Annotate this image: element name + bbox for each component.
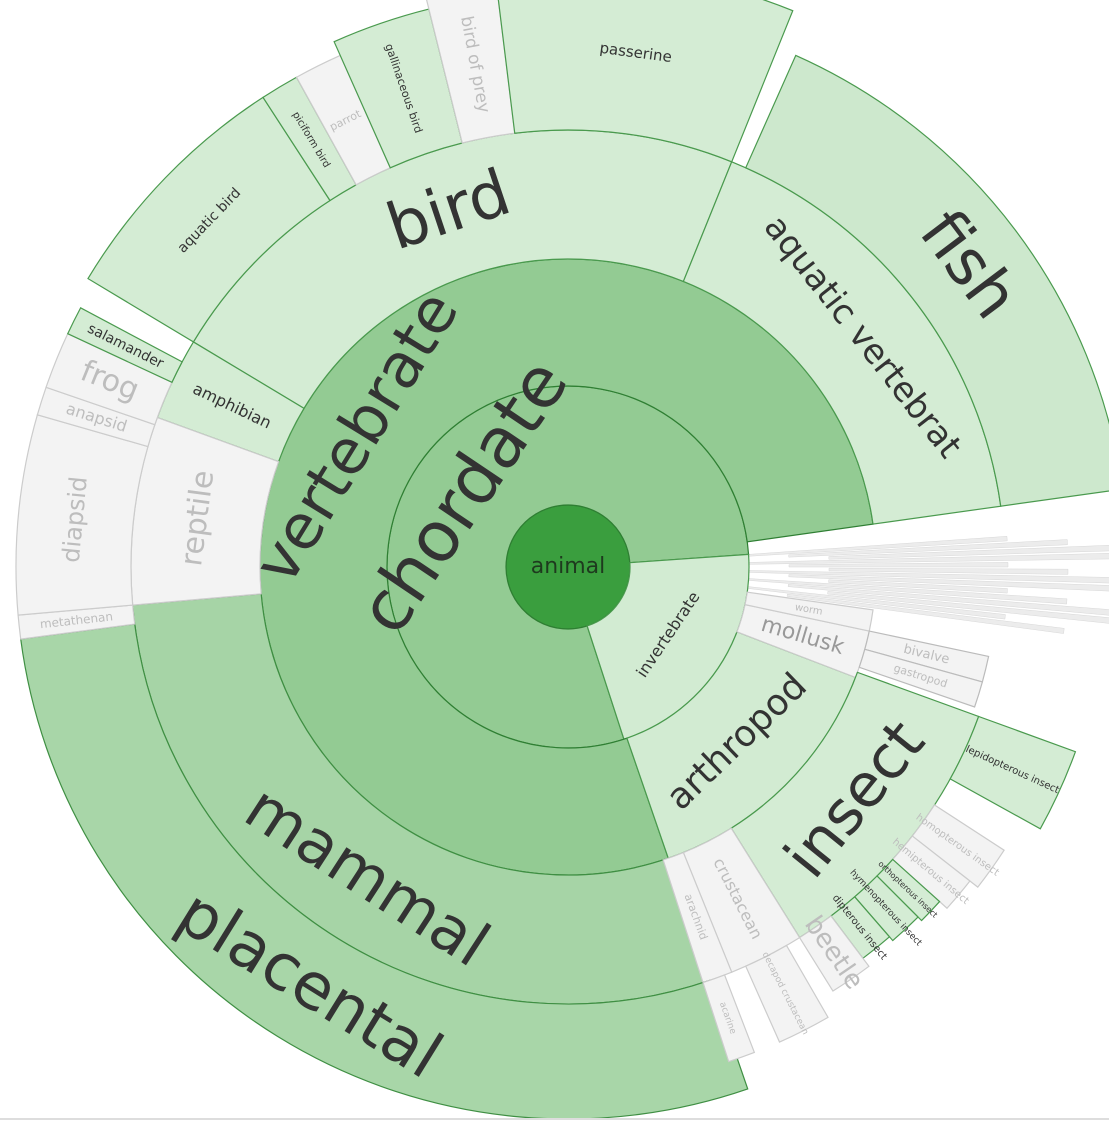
sliver[interactable]	[788, 574, 1109, 595]
node-arc[interactable]	[66, 307, 183, 384]
sliver[interactable]	[788, 539, 1068, 558]
arcs	[15, 0, 1109, 1120]
node-arc[interactable]	[798, 915, 870, 992]
node-label[interactable]: animal	[531, 554, 606, 579]
node-arc[interactable]	[495, 0, 794, 163]
node-arc[interactable]	[702, 974, 756, 1063]
sliver[interactable]	[828, 579, 1008, 594]
node-arc[interactable]	[744, 591, 874, 632]
node-arc[interactable]	[858, 648, 984, 708]
sliver[interactable]	[787, 584, 1109, 616]
sliver[interactable]	[827, 591, 1109, 631]
sliver[interactable]	[828, 567, 1069, 575]
node-label[interactable]: worm	[794, 602, 823, 618]
node-arc[interactable]	[949, 715, 1077, 830]
sliver[interactable]	[828, 545, 1109, 560]
node-arc[interactable]	[744, 944, 829, 1043]
node-arc[interactable]	[20, 623, 749, 1120]
sliver[interactable]	[788, 562, 1009, 568]
sliver[interactable]	[786, 593, 1065, 634]
node-arc[interactable]	[744, 54, 1109, 507]
